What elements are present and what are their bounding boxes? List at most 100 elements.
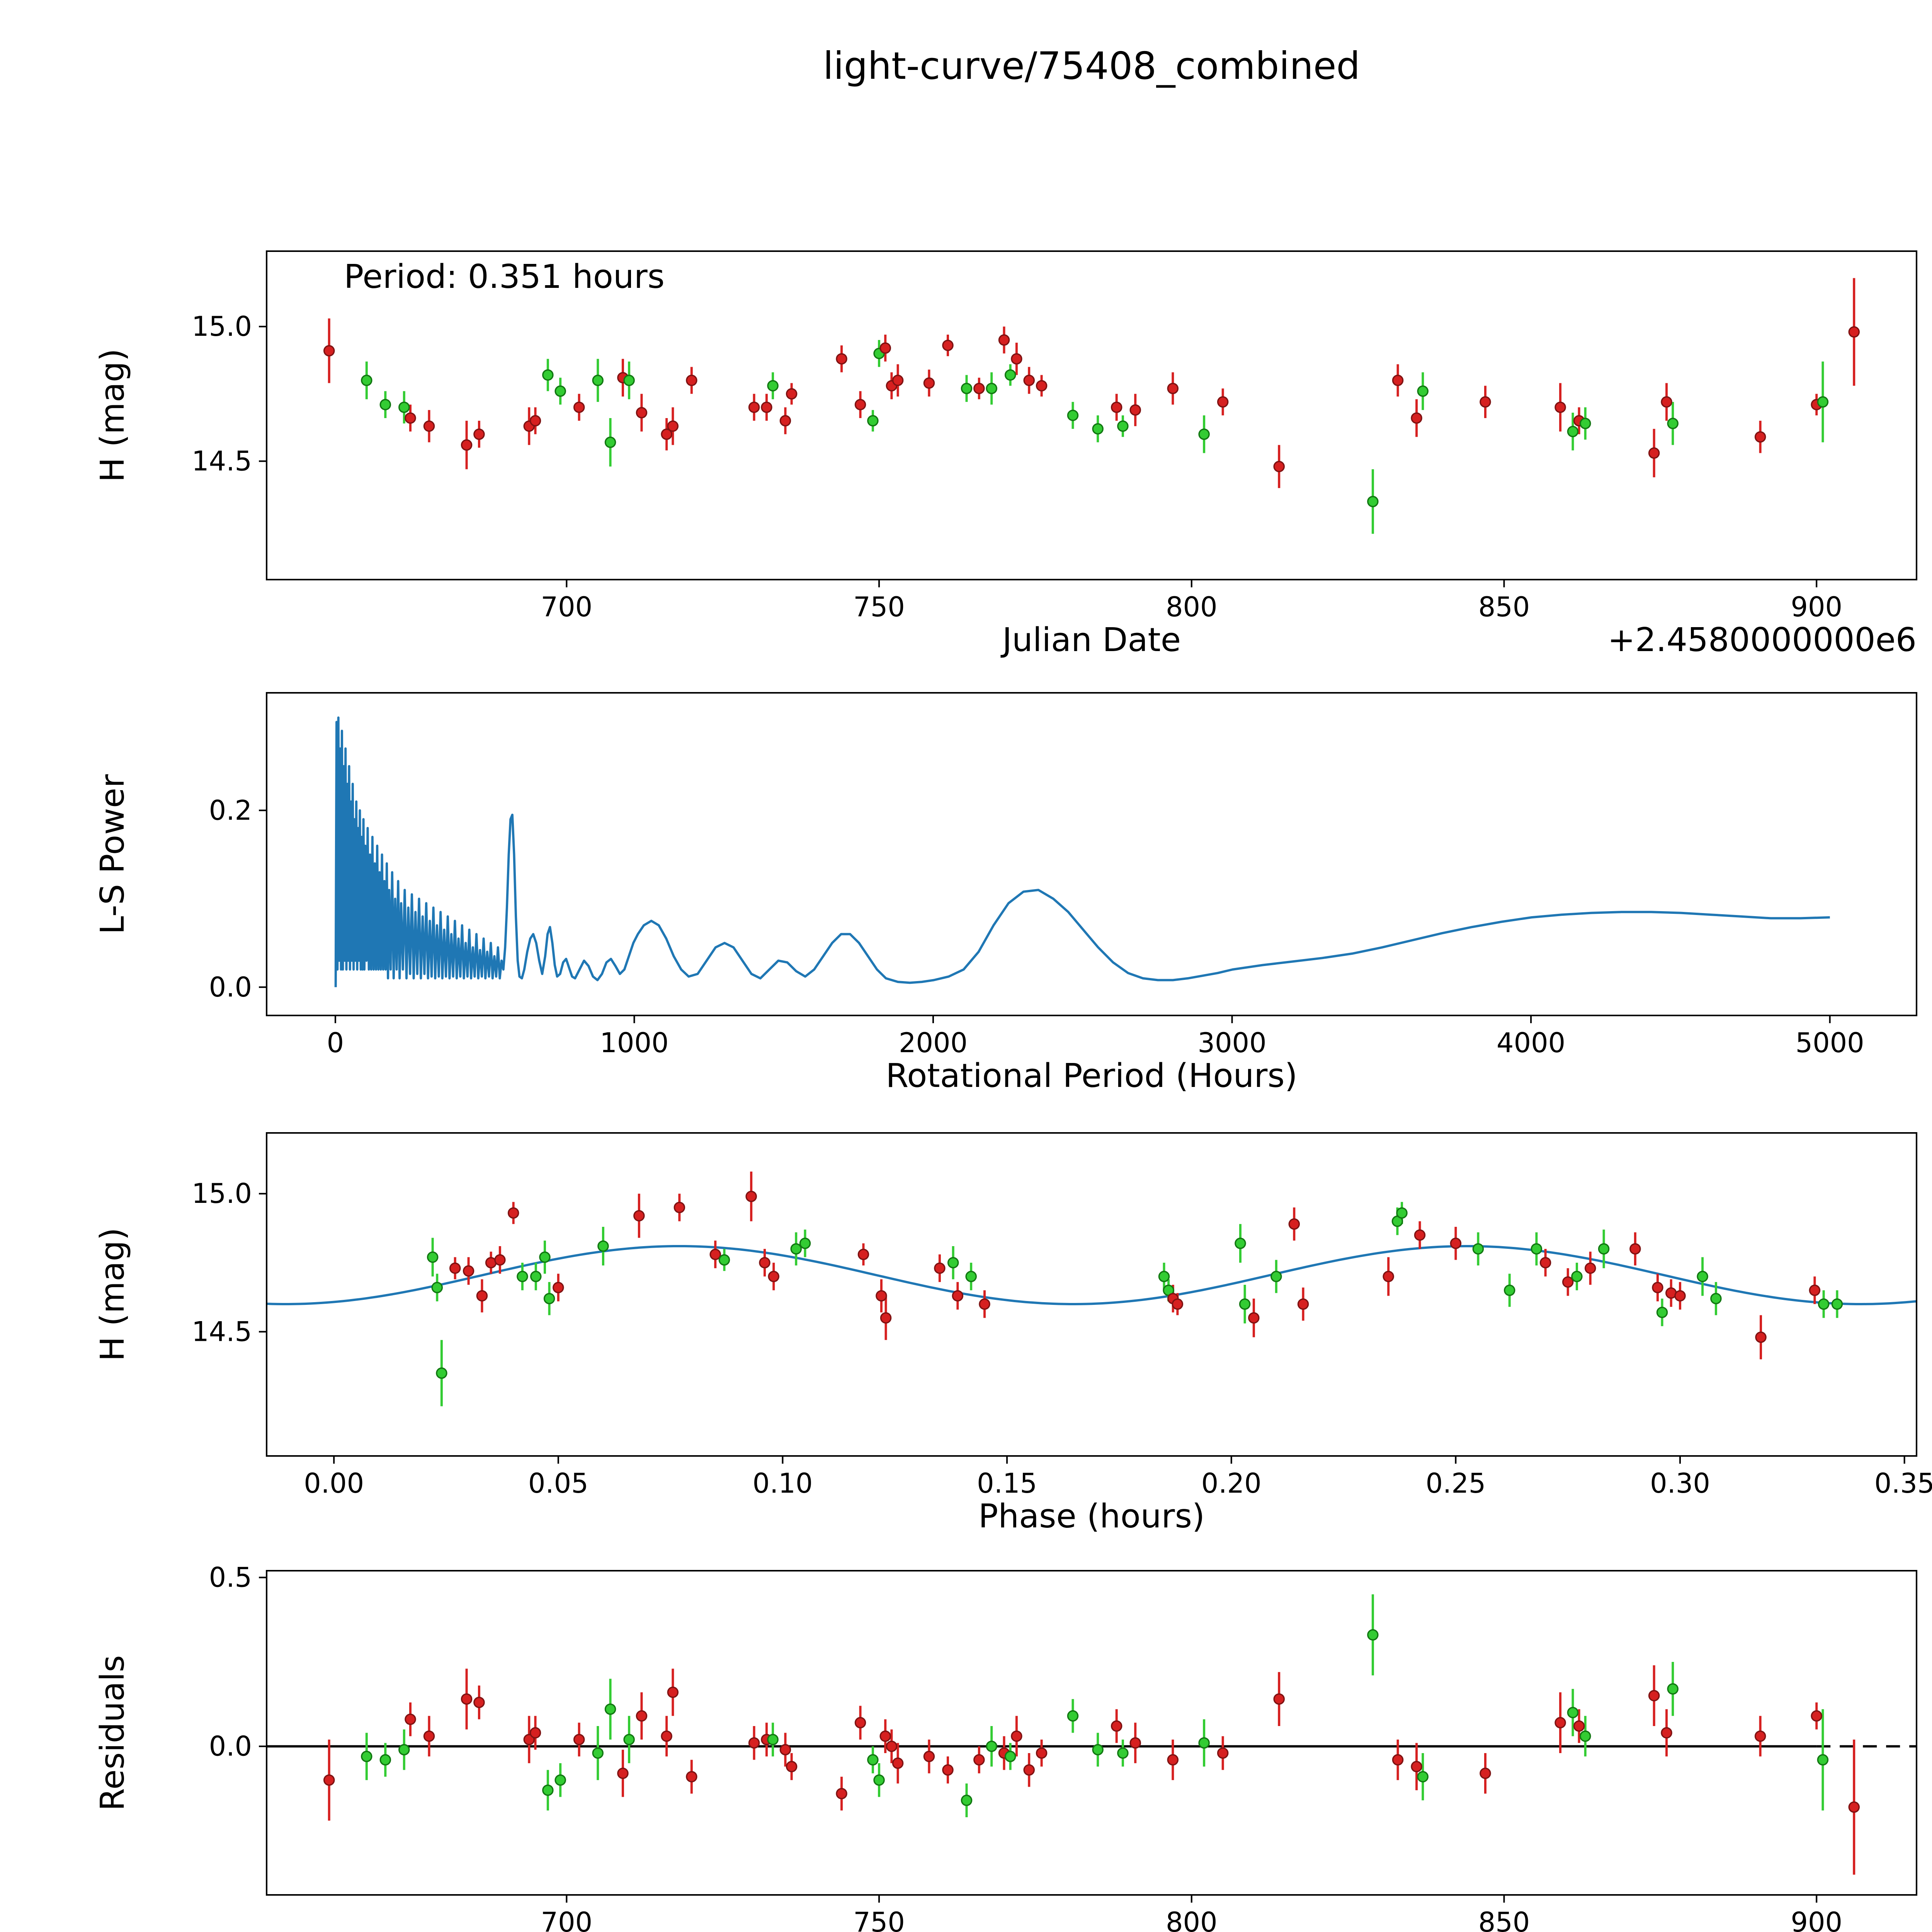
data-point-marker: [1092, 423, 1104, 435]
data-point-marker: [554, 1774, 566, 1786]
data-point-marker: [986, 383, 997, 395]
data-point-marker: [748, 1737, 760, 1749]
data-point-marker: [1661, 396, 1672, 408]
data-point-marker: [1235, 1238, 1246, 1249]
data-point-marker: [1817, 396, 1829, 408]
data-point-marker: [361, 1750, 372, 1762]
data-point-marker: [1598, 1243, 1610, 1255]
data-point-marker: [1270, 1270, 1282, 1282]
data-point-marker: [623, 374, 635, 386]
data-point-marker: [1248, 1312, 1260, 1324]
data-point-marker: [836, 353, 847, 365]
data-point-marker: [786, 388, 798, 400]
data-point-marker: [961, 1794, 973, 1806]
data-point-marker: [543, 1293, 555, 1304]
data-point-marker: [1480, 396, 1491, 408]
x-tick-label: 750: [853, 1906, 905, 1932]
data-point-marker: [1667, 418, 1679, 429]
data-point-marker: [473, 429, 485, 440]
period-annotation: Period: 0.351 hours: [344, 258, 665, 296]
x-tick-label: 0.20: [1201, 1468, 1262, 1499]
model-fit-curve: [266, 1245, 1917, 1305]
data-point-marker: [633, 1210, 645, 1222]
x-tick-label: 900: [1791, 1906, 1842, 1932]
data-point-marker: [923, 1750, 935, 1762]
data-point-marker: [1414, 1229, 1426, 1241]
data-point-marker: [1396, 1207, 1408, 1219]
data-point-marker: [436, 1367, 447, 1379]
data-point-marker: [686, 1771, 697, 1782]
axes-spines: [266, 1570, 1917, 1896]
data-point-marker: [542, 369, 554, 381]
y-tick-label: 14.5: [192, 1316, 252, 1347]
x-tick-label: 5000: [1796, 1027, 1864, 1059]
data-point-marker: [597, 1240, 609, 1252]
data-point-marker: [423, 1730, 435, 1742]
data-point-marker: [1567, 1707, 1579, 1718]
data-point-marker: [1392, 374, 1404, 386]
data-point-marker: [1567, 426, 1579, 437]
data-point-marker: [1554, 1717, 1566, 1729]
x-tick-label: 700: [541, 1906, 593, 1932]
data-point-marker: [1367, 1629, 1379, 1641]
y-tick-label: 0.0: [209, 971, 252, 1003]
data-point-marker: [1755, 1332, 1767, 1343]
data-point-marker: [1167, 1754, 1179, 1766]
data-point-marker: [1383, 1270, 1394, 1282]
data-point-marker: [1217, 1747, 1229, 1759]
data-point-marker: [979, 1298, 990, 1310]
data-point-marker: [1004, 369, 1016, 381]
data-point-marker: [965, 1270, 977, 1282]
data-point-marker: [1411, 412, 1422, 424]
data-point-marker: [530, 1270, 542, 1282]
data-point-marker: [573, 401, 585, 413]
x-tick-label: 3000: [1197, 1027, 1266, 1059]
data-point-marker: [517, 1270, 528, 1282]
figure-title: light-curve/75408_combined: [823, 44, 1360, 88]
data-point-marker: [1023, 374, 1035, 386]
data-point-marker: [759, 1257, 770, 1269]
data-point-marker: [1450, 1238, 1462, 1249]
data-point-marker: [892, 374, 904, 386]
data-point-marker: [1198, 429, 1210, 440]
data-point-marker: [554, 385, 566, 397]
x-tick-label: 900: [1791, 591, 1842, 623]
data-point-marker: [529, 415, 541, 427]
y-axis-label: H (mag): [94, 349, 132, 482]
data-point-marker: [592, 1747, 604, 1759]
data-point-marker: [636, 407, 648, 418]
data-point-marker: [1848, 1801, 1860, 1813]
data-point-marker: [379, 1754, 391, 1766]
x-tick-label: 2000: [899, 1027, 968, 1059]
data-point-marker: [1472, 1243, 1484, 1255]
data-point-marker: [667, 420, 679, 432]
data-point-marker: [661, 429, 672, 440]
data-point-marker: [880, 1312, 892, 1324]
data-point-marker: [952, 1290, 964, 1302]
data-point-marker: [1585, 1262, 1596, 1274]
data-point-marker: [748, 401, 760, 413]
data-point-marker: [1554, 401, 1566, 413]
y-tick-label: 0.0: [209, 1730, 252, 1762]
data-point-marker: [1011, 353, 1022, 365]
x-axis-label: Rotational Period (Hours): [886, 1057, 1298, 1095]
data-point-marker: [423, 420, 435, 432]
data-points: [323, 326, 1860, 507]
data-point-marker: [1818, 1298, 1830, 1310]
data-point-marker: [857, 1248, 869, 1260]
data-point-marker: [1198, 1737, 1210, 1749]
x-axis-offset-text: +2.4580000000e6: [1608, 621, 1917, 659]
data-point-marker: [686, 374, 697, 386]
data-point-marker: [1503, 1284, 1515, 1296]
data-point-marker: [604, 1703, 616, 1715]
data-point-marker: [323, 345, 335, 357]
data-point-marker: [398, 401, 410, 413]
data-point-marker: [494, 1254, 506, 1266]
data-point-marker: [767, 380, 779, 392]
data-point-marker: [790, 1243, 802, 1255]
error-bars: [328, 1594, 1855, 1875]
data-point-marker: [1011, 1730, 1022, 1742]
data-point-marker: [507, 1207, 519, 1219]
x-tick-label: 850: [1478, 591, 1530, 623]
